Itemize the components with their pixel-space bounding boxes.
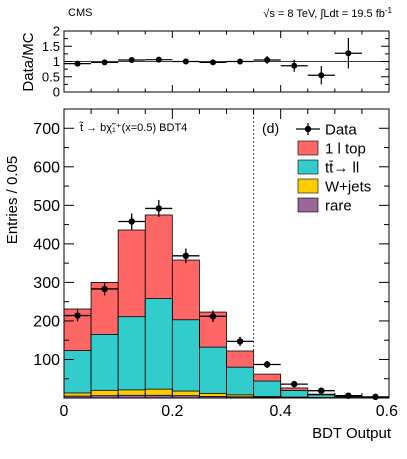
ratio-point <box>172 58 200 65</box>
legend-label: W+jets <box>325 179 371 196</box>
data-point <box>145 199 173 217</box>
ratio-y-tick-label: 1 <box>53 54 60 69</box>
legend-label: 1 l top <box>325 141 366 158</box>
stack-bar <box>171 319 200 399</box>
lumi-text: √s = 8 TeV, ∫Ldt = 19.5 fb <box>263 8 385 20</box>
ratio-point <box>307 66 335 85</box>
legend-entry: W+jets <box>297 178 371 196</box>
data-point <box>172 248 200 264</box>
ratio-point <box>226 58 254 65</box>
data-point <box>361 393 389 401</box>
x-tick-label: 0.4 <box>270 403 292 420</box>
legend-label: Data <box>325 122 357 139</box>
legend-swatch <box>297 140 319 156</box>
main-y-axis-label: Entries / 0.05 <box>4 156 21 244</box>
data-point <box>280 380 308 388</box>
x-tick-label: 0.2 <box>161 403 183 420</box>
ratio-panel: Data/MC 00.511.52 <box>20 24 390 100</box>
ratio-y-tick-label: 2 <box>53 24 60 39</box>
main-panel: Entries / 0.05 100 200 300 400 500 600 700 0 0.2… <box>4 108 398 442</box>
main-y-tick-label: 200 <box>33 313 60 330</box>
panel-label: (d) <box>262 120 279 136</box>
ratio-point <box>253 56 281 64</box>
stack-bar <box>63 350 92 399</box>
ratio-frame <box>63 30 390 93</box>
series-tt-ll <box>63 298 390 399</box>
data-point <box>64 309 92 322</box>
main-y-tick-label: 100 <box>33 352 60 369</box>
stack-bar <box>90 334 119 399</box>
ratio-point <box>118 56 146 63</box>
legend-swatch <box>297 197 319 213</box>
legend-entry: Data <box>296 122 357 139</box>
main-frame <box>63 108 390 399</box>
legend-label: rare <box>325 198 352 215</box>
ratio-y-tick-label: 1.5 <box>42 39 60 54</box>
ratio-y-tick-label: 0 <box>53 85 60 100</box>
ratio-y-axis-label: Data/MC <box>20 32 37 91</box>
ratio-point <box>91 59 119 66</box>
x-tick-label: 0 <box>60 403 69 420</box>
stack-bar <box>117 316 146 399</box>
main-y-tick-label: 600 <box>33 159 60 176</box>
main-y-tick-label: 500 <box>33 198 60 215</box>
main-y-tick-label: 300 <box>33 275 60 292</box>
lumi-label: √s = 8 TeV, ∫Ldt = 19.5 fb-1 <box>263 6 392 20</box>
data-point <box>118 213 146 230</box>
legend-swatch <box>297 159 319 175</box>
ratio-y-tick-label: 0.5 <box>42 69 60 84</box>
x-tick-label: 0.6 <box>376 403 398 420</box>
stack-bar <box>253 380 282 399</box>
legend-marker <box>304 125 312 133</box>
legend-entry: rare <box>297 197 352 215</box>
ratio-point <box>199 59 227 66</box>
legend-label: tt̄→ ll <box>325 160 359 177</box>
main-y-tick-label: 400 <box>33 236 60 253</box>
data-point <box>253 361 281 368</box>
x-axis-label: BDT Output <box>312 425 392 442</box>
legend-entry: tt̄→ ll <box>297 159 359 177</box>
data-point <box>199 310 227 323</box>
experiment-label: CMS <box>68 7 92 19</box>
stack-bar <box>226 366 254 399</box>
data-point <box>334 392 362 399</box>
stack-bar <box>144 298 173 399</box>
ratio-point <box>145 56 173 63</box>
ratio-point <box>280 59 308 72</box>
ratio-point <box>64 60 92 67</box>
signal-label: t̃ → bχ̃₁⁺(x=0.5) BDT4 <box>79 121 188 134</box>
ratio-point <box>334 38 362 69</box>
data-point <box>226 336 254 346</box>
data-point <box>307 387 335 394</box>
main-y-tick-label: 700 <box>33 121 60 138</box>
data-point <box>91 282 119 296</box>
legend: Data 1 l top tt̄→ ll W+jets rare <box>296 122 371 215</box>
lumi-sup: -1 <box>385 6 393 15</box>
legend-entry: 1 l top <box>297 140 366 158</box>
legend-swatch <box>297 178 319 194</box>
stack-bar <box>199 346 227 399</box>
